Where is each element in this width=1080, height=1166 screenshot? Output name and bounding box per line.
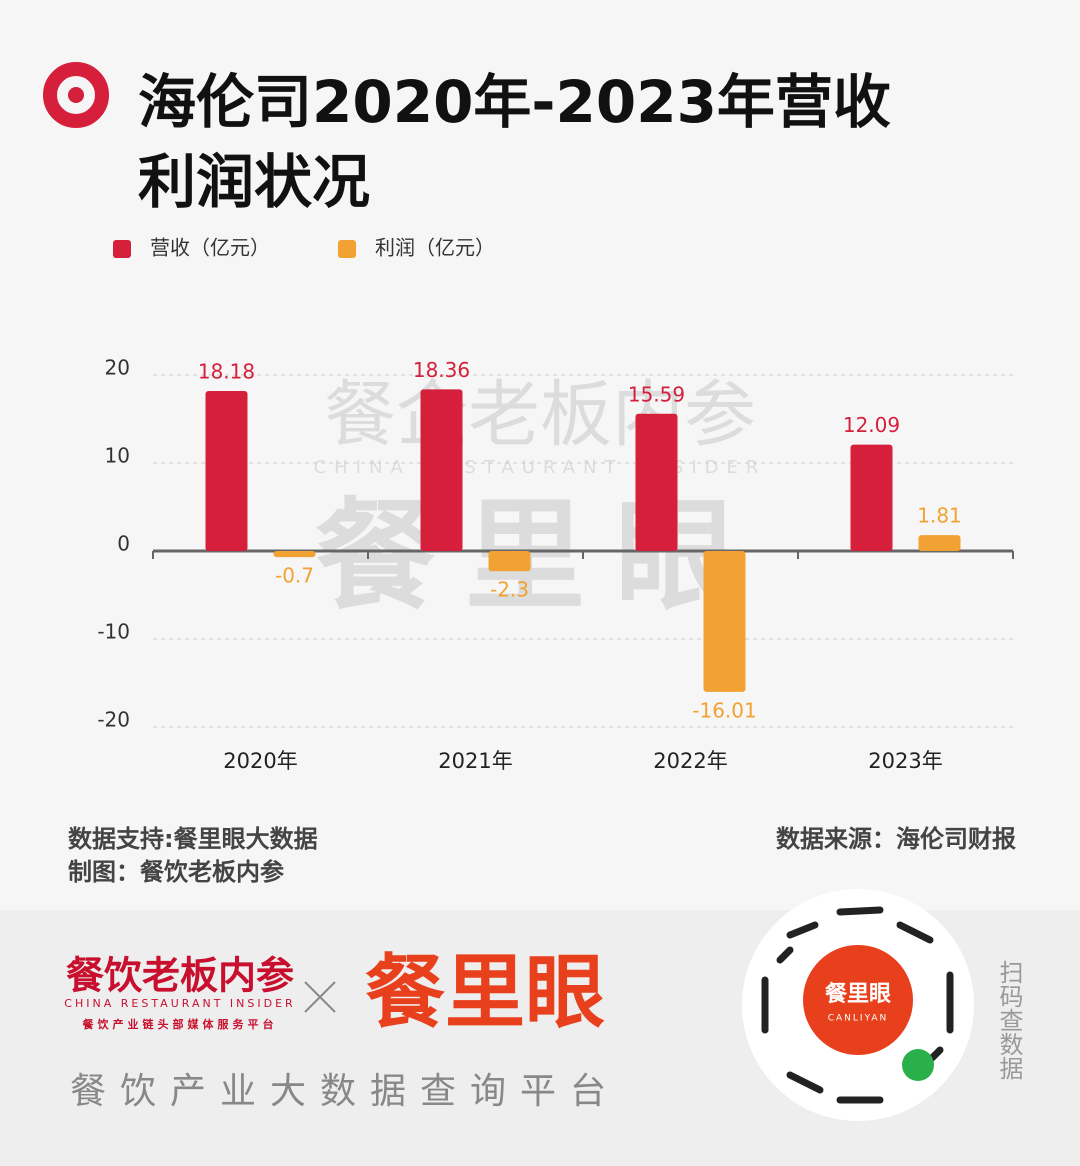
bar	[205, 391, 248, 551]
bar	[850, 444, 893, 551]
bar	[273, 551, 316, 558]
bar	[703, 551, 746, 692]
mini-program-icon	[902, 1049, 934, 1081]
bar	[918, 535, 961, 551]
chart-title: 海伦司2020年-2023年营收利润状况	[138, 68, 891, 216]
x-tick-label: 2020年	[223, 749, 297, 773]
value-label: -2.3	[490, 578, 529, 602]
watermark: 餐企老板内参 CHINA RESTAURANT INSIDER 餐里眼	[314, 373, 767, 627]
legend-label: 营收（亿元）	[150, 236, 270, 260]
y-tick-label: -20	[97, 708, 130, 732]
banner-slogan: 餐饮产业大数据查询平台	[70, 1071, 620, 1112]
banner-brand: 餐饮老板内参	[66, 954, 294, 998]
y-tick-label: 0	[117, 532, 130, 556]
value-label: 12.09	[843, 413, 900, 437]
banner-cross	[304, 981, 336, 1013]
x-tick-label: 2022年	[653, 749, 727, 773]
qr-center	[803, 945, 913, 1055]
footer-maker: 制图：餐饮老板内参	[68, 858, 284, 886]
banner-scan: 扫码查数据	[995, 960, 1023, 1080]
watermark-product: 餐里眼	[315, 488, 765, 627]
value-label: 18.36	[413, 358, 470, 382]
value-label: 15.59	[628, 382, 685, 406]
title-icon-dot	[68, 87, 84, 103]
watermark-brand: 餐企老板内参	[324, 373, 756, 457]
footer-support: 数据支持:餐里眼大数据	[68, 825, 318, 853]
x-tick-label: 2021年	[438, 749, 512, 773]
value-label: -16.01	[692, 698, 756, 722]
legend-label: 利润（亿元）	[375, 236, 495, 260]
qr-center-label: 餐里眼	[825, 982, 891, 1007]
title-icon	[43, 62, 109, 128]
value-label: 1.81	[917, 504, 962, 528]
banner-product: 餐里眼	[365, 946, 605, 1039]
x-tick-label: 2023年	[868, 749, 942, 773]
y-tick-label: -10	[97, 620, 130, 644]
legend-swatch	[338, 240, 356, 258]
banner-brand-en: CHINA RESTAURANT INSIDER	[64, 997, 295, 1010]
bar	[635, 413, 678, 551]
value-label: -0.7	[275, 564, 314, 588]
qr-center-en: CANLIYAN	[828, 1014, 889, 1024]
bar	[420, 389, 463, 551]
watermark-brand-en: CHINA RESTAURANT INSIDER	[314, 457, 767, 478]
y-tick-label: 20	[105, 356, 130, 380]
legend-swatch	[113, 240, 131, 258]
y-tick-label: 10	[105, 444, 130, 468]
banner-brand-sub: 餐饮产业链头部媒体服务平台	[82, 1017, 278, 1031]
bar	[488, 551, 531, 572]
value-label: 18.18	[198, 360, 255, 384]
footer-source: 数据来源：海伦司财报	[776, 825, 1016, 853]
